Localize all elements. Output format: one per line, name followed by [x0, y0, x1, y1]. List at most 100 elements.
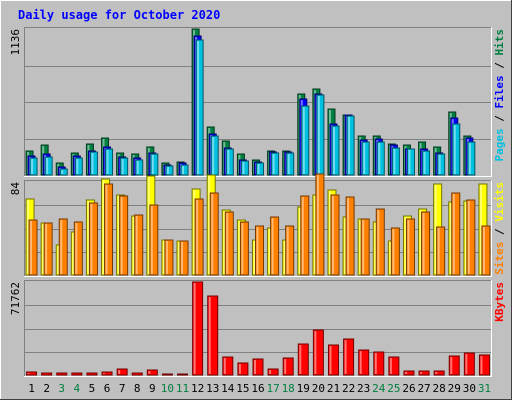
x-tick-label: 4 [74, 382, 81, 395]
bar-highlight [363, 143, 366, 174]
bar-body [58, 218, 68, 276]
bar-highlight [208, 297, 211, 374]
bar-highlight [284, 359, 287, 374]
bar-sites-day-13 [209, 192, 219, 276]
x-tick-label: 10 [161, 382, 174, 395]
bar-highlight [453, 125, 456, 174]
legend-part: / [493, 222, 506, 242]
bar-body [282, 357, 294, 376]
bar-sites-day-30 [466, 199, 476, 276]
x-tick-label: 30 [463, 382, 476, 395]
bar-body [41, 372, 53, 376]
x-tick-label: 29 [448, 382, 461, 395]
bar-kbytes-day-23 [358, 349, 370, 376]
bar-body [255, 225, 264, 276]
bar-kbytes-day-19 [297, 343, 309, 376]
bar-highlight [238, 221, 241, 274]
bar-body [345, 196, 355, 276]
bar-sites-day-14 [224, 211, 234, 276]
bar-sites-day-9 [149, 204, 159, 276]
bar-highlight [344, 218, 347, 274]
bar-kbytes-day-8 [131, 372, 143, 376]
bar-body [164, 239, 174, 276]
bar-highlight [313, 196, 316, 274]
x-tick-label: 13 [206, 382, 219, 395]
bar-sites-day-1 [28, 219, 38, 276]
x-tick-label: 7 [119, 382, 126, 395]
bar-highlight [452, 194, 455, 274]
bar-body [361, 141, 370, 176]
bar-body [285, 225, 295, 276]
bar-highlight [72, 233, 75, 274]
legend-part: Hits [493, 29, 506, 56]
bar-highlight [374, 353, 377, 374]
bar-body [120, 157, 129, 176]
panel-legend-label: KBytes [493, 282, 506, 322]
bar-highlight [392, 229, 395, 274]
bar-highlight [408, 150, 411, 174]
bar-highlight [27, 200, 30, 274]
bar-highlight [423, 152, 426, 174]
bar-body [146, 369, 158, 376]
bar-highlight [60, 220, 63, 274]
bar-highlight [271, 218, 274, 274]
bar-highlight [151, 155, 154, 174]
bar-pages-day-20 [316, 94, 325, 176]
bar-pages-day-15 [240, 160, 249, 176]
bar-highlight [120, 197, 123, 274]
bar-pages-day-24 [376, 141, 385, 176]
bar-highlight [61, 170, 64, 174]
bar-body [297, 343, 309, 376]
bar-highlight [316, 175, 319, 274]
panel-max-label: 71762 [9, 282, 22, 315]
legend-part: / [493, 109, 506, 129]
bar-kbytes-day-4 [71, 372, 83, 376]
bar-highlight [197, 41, 200, 174]
bar-body [452, 123, 461, 176]
bar-highlight [393, 149, 396, 174]
bar-highlight [434, 185, 437, 274]
x-tick-label: 16 [251, 382, 264, 395]
bar-body [271, 152, 280, 176]
bar-sites-day-22 [345, 196, 355, 276]
x-tick-label: 1 [28, 382, 35, 395]
bar-highlight [420, 372, 423, 374]
panel-hits-files-pages: 1136 Pages / Files / Hits [9, 27, 506, 177]
bar-body [207, 295, 219, 376]
panel-max-label: 84 [9, 182, 22, 196]
bar-pages-day-23 [361, 141, 370, 176]
legend-part: Sites [493, 242, 506, 275]
bar-highlight [118, 370, 121, 374]
bar-kbytes-day-7 [116, 368, 128, 376]
bar-body [26, 371, 38, 376]
bar-highlight [106, 150, 109, 174]
bar-pages-day-27 [422, 150, 431, 176]
legend-part: Visits [493, 182, 506, 222]
bar-highlight [272, 154, 275, 174]
bar-highlight [301, 197, 304, 274]
bar-highlight [121, 159, 124, 174]
bar-sites-day-19 [300, 195, 310, 276]
bar-sites-day-2 [43, 222, 53, 276]
bar-kbytes-day-9 [146, 369, 158, 376]
chart-panels: 1136 Pages / Files / Hits 84 Sites / Visits… [9, 27, 506, 377]
bar-highlight [269, 370, 272, 374]
bar-body [209, 192, 219, 276]
bar-kbytes-day-21 [327, 344, 339, 376]
bar-sites-day-7 [119, 195, 129, 276]
bar-highlight [42, 224, 45, 274]
bar-highlight [298, 208, 301, 274]
bar-pages-day-5 [89, 151, 98, 176]
bar-body [467, 141, 476, 176]
bar-highlight [283, 241, 286, 274]
bar-body [390, 227, 400, 276]
bar-pages-day-28 [437, 153, 446, 176]
bar-highlight [212, 137, 215, 174]
bar-highlight [422, 213, 425, 274]
bar-highlight [268, 229, 271, 274]
bar-highlight [135, 216, 138, 274]
bar-kbytes-day-12 [192, 281, 204, 376]
bar-body [300, 195, 310, 276]
bar-kbytes-day-30 [463, 352, 475, 376]
bar-body [150, 153, 159, 176]
